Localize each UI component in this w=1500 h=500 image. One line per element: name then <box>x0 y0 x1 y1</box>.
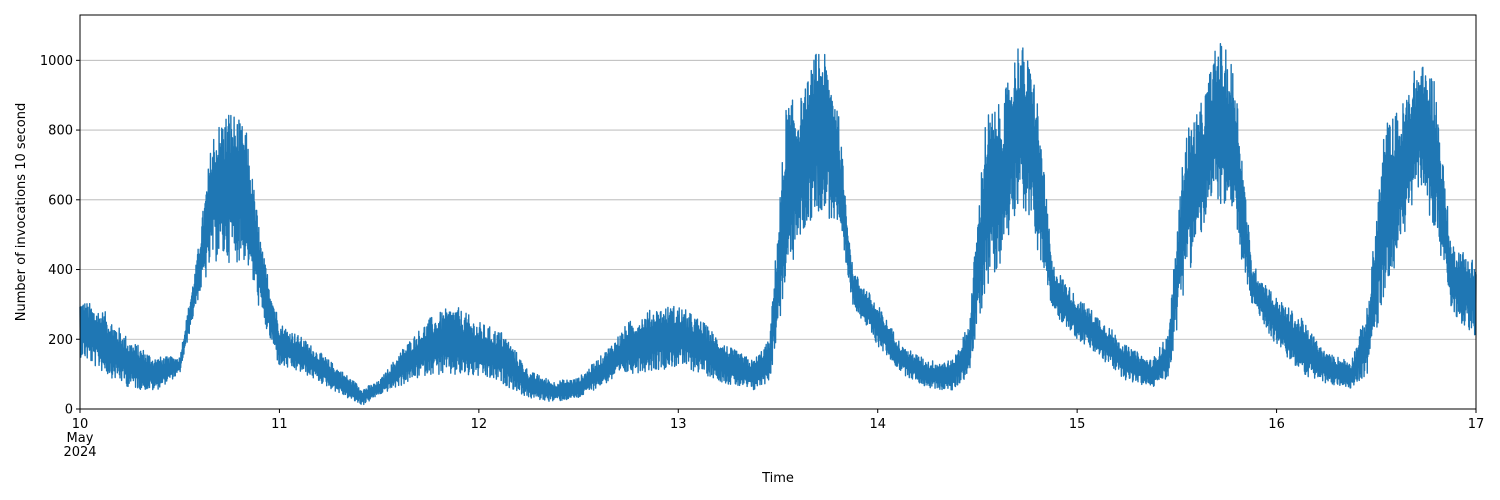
x-tick-label-line: 11 <box>271 417 288 432</box>
x-tick-label-line: 12 <box>471 417 488 432</box>
x-tick-label-line: 13 <box>670 417 687 432</box>
x-tick-label: 10 May 2024 <box>63 417 96 460</box>
y-tick-label: 400 <box>48 263 73 278</box>
x-tick-label-line: May <box>67 431 94 446</box>
x-tick-label: 17 <box>1468 417 1485 432</box>
x-tick-label-line: 10 <box>72 417 89 432</box>
x-tick-label-line: 2024 <box>63 445 96 460</box>
y-tick-label: 800 <box>48 124 73 139</box>
series-layer <box>79 42 1477 406</box>
plot-frame <box>79 14 1477 410</box>
y-tick-label: 0 <box>65 403 73 418</box>
x-tick-label: 15 <box>1069 417 1086 432</box>
y-axis-label: Number of invocations 10 second <box>14 103 29 321</box>
x-tick-label: 13 <box>670 417 687 432</box>
series-line <box>79 42 1477 406</box>
y-tick-label: 200 <box>48 333 73 348</box>
x-tick-label-line: 14 <box>869 417 886 432</box>
x-tick-label-line: 15 <box>1069 417 1086 432</box>
tick-layer: 0 200 400 600 800 1000 10 May 2024 11 12 13 14 15 16 17 <box>40 54 1484 460</box>
y-tick-label: 600 <box>48 193 73 208</box>
x-tick-label: 12 <box>471 417 488 432</box>
x-tick-label: 14 <box>869 417 886 432</box>
x-axis-label: Time <box>761 471 794 486</box>
grid-layer <box>80 59 1476 340</box>
x-tick-label: 16 <box>1268 417 1285 432</box>
y-tick-label: 1000 <box>40 54 73 69</box>
x-tick-label: 11 <box>271 417 288 432</box>
x-tick-label-line: 17 <box>1468 417 1485 432</box>
x-tick-label-line: 16 <box>1268 417 1285 432</box>
